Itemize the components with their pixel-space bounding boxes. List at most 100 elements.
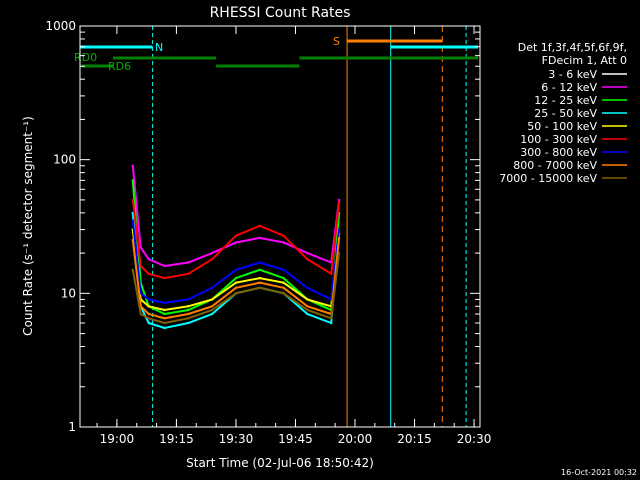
legend-entry-0: 3 - 6 keV	[548, 68, 597, 81]
legend-entry-2: 12 - 25 keV	[534, 94, 597, 107]
y-axis-label: Count Rate (s⁻¹ detector segment⁻¹)	[21, 116, 35, 336]
series-5-point-10	[330, 272, 333, 275]
series-7-point-5	[210, 305, 214, 308]
series-0-point-7	[258, 292, 261, 295]
series-7-point-6	[234, 286, 238, 289]
series-4-point-7	[258, 276, 261, 280]
series-8-point-1	[139, 312, 142, 316]
series-1-point-1	[139, 246, 142, 249]
series-0-point-5	[210, 332, 214, 335]
legend-entry-6: 300 - 800 keV	[520, 146, 597, 159]
series-2-point-3	[163, 312, 166, 316]
series-5-point-11	[337, 201, 341, 204]
series-0-point-10	[330, 348, 333, 351]
series-1-point-5	[210, 251, 214, 255]
series-line-7	[131, 237, 341, 320]
series-1-point-7	[258, 236, 261, 240]
series-1-point-9	[306, 251, 309, 255]
series-5-point-3	[163, 276, 166, 280]
series-1-point-2	[147, 258, 150, 261]
x-tick-label-3: 19:45	[278, 432, 313, 446]
legend-entry-3: 25 - 50 keV	[534, 107, 597, 120]
series-5-point-0	[131, 198, 134, 202]
series-4-point-2	[147, 305, 150, 308]
series-5-point-9	[306, 258, 309, 261]
series-1-point-3	[163, 264, 166, 268]
series-1-point-0	[131, 164, 134, 167]
legend-entry-1: 6 - 12 keV	[541, 81, 597, 94]
x-tick-label-2: 19:30	[219, 432, 254, 446]
series-3-point-10	[330, 321, 333, 325]
series-8-point-5	[210, 308, 214, 312]
x-tick-label-4: 20:00	[338, 432, 373, 446]
series-8-point-4	[187, 317, 190, 320]
rd6-label: RD6	[108, 60, 131, 73]
series-6-point-0	[131, 219, 134, 222]
y-tick-label-2: 100	[53, 153, 76, 167]
series-3-point-3	[163, 326, 166, 330]
y-tick-label-3: 1000	[45, 19, 76, 33]
series-7-point-7	[258, 281, 261, 284]
series-5-point-5	[210, 258, 214, 261]
series-7-point-9	[306, 305, 309, 308]
series-line-8	[131, 252, 341, 325]
series-7-point-4	[187, 312, 190, 316]
legend-entry-7: 800 - 7000 keV	[513, 159, 597, 172]
series-8-point-0	[131, 268, 134, 271]
x-tick-label-5: 20:15	[397, 432, 432, 446]
series-layer	[131, 147, 341, 356]
series-5-point-6	[234, 234, 238, 237]
legend-entry-4: 50 - 100 keV	[527, 120, 597, 133]
x-axis-label: Start Time (02-Jul-06 18:50:42)	[186, 456, 374, 470]
generation-timestamp: 16-Oct-2021 00:32	[561, 468, 637, 477]
series-0-point-9	[306, 332, 309, 335]
y-tick-label-1: 10	[61, 286, 76, 300]
series-6-point-5	[210, 286, 214, 289]
series-2-point-4	[187, 308, 190, 312]
series-7-point-0	[131, 238, 134, 242]
series-3-point-5	[210, 312, 214, 316]
series-0-point-2	[147, 345, 150, 348]
legend-header-line-1: Det 1f,3f,4f,5f,6f,9f,	[518, 41, 627, 54]
series-1-point-11	[337, 198, 341, 202]
series-0-point-4	[187, 348, 190, 351]
series-6-point-3	[163, 301, 166, 304]
plot-frame	[79, 25, 481, 428]
series-2-point-7	[258, 268, 261, 271]
series-4-point-5	[210, 298, 214, 301]
series-7-point-3	[163, 317, 166, 320]
series-2-point-0	[131, 179, 134, 182]
series-7-point-2	[147, 312, 150, 316]
series-6-point-6	[234, 268, 238, 271]
series-6-point-11	[337, 228, 341, 231]
series-0-point-3	[163, 353, 166, 356]
series-6-point-7	[258, 261, 261, 264]
y-tick-label-0: 1	[68, 420, 76, 434]
series-8-point-2	[147, 317, 150, 320]
x-axis: 19:00 19:15 19:30 19:45 20:00 20:15 20:30	[96, 26, 492, 446]
series-6-point-2	[147, 298, 150, 301]
legend-header-line-2: FDecim 1, Att 0	[542, 54, 627, 67]
series-line-3	[131, 212, 341, 330]
series-5-point-4	[187, 272, 190, 275]
legend-entry-5: 100 - 300 keV	[520, 133, 597, 146]
chart-title: RHESSI Count Rates	[210, 5, 351, 21]
series-5-point-8	[282, 234, 285, 237]
series-5-point-1	[139, 264, 142, 268]
legend: Det 1f,3f,4f,5f,6f,9f, FDecim 1, Att 0 3…	[499, 41, 627, 185]
series-2-point-6	[234, 276, 238, 280]
series-1-point-6	[234, 241, 238, 244]
series-4-point-3	[163, 308, 166, 312]
x-tick-label-1: 19:15	[159, 432, 194, 446]
rd0-label: RD0	[74, 51, 97, 64]
annotation-layer: N S RD0 RD6	[74, 26, 479, 427]
series-line-5	[131, 199, 341, 280]
series-1-point-8	[282, 241, 285, 244]
series-2-point-8	[282, 276, 285, 280]
series-8-point-3	[163, 321, 166, 325]
series-line-6	[131, 220, 341, 304]
saa-flag-label: S	[333, 35, 340, 48]
series-line-4	[131, 229, 341, 312]
x-tick-label-6: 20:30	[457, 432, 492, 446]
